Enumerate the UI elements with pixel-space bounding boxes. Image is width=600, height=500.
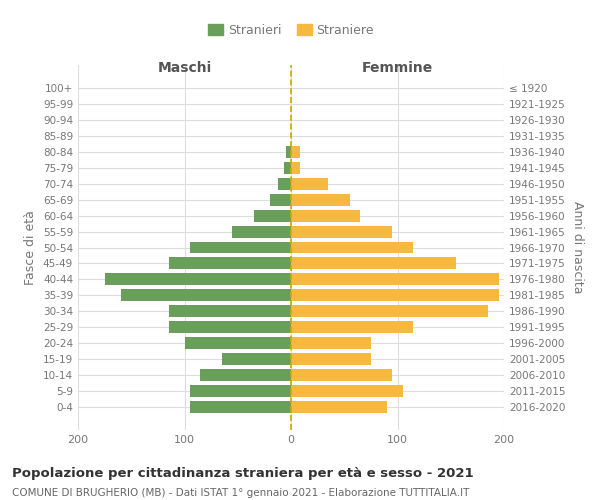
Bar: [291, 402, 387, 413]
Bar: [291, 322, 413, 334]
Bar: [291, 274, 499, 285]
Bar: [278, 178, 291, 190]
Bar: [291, 178, 328, 190]
Text: Femmine: Femmine: [362, 61, 433, 75]
Bar: [291, 242, 413, 254]
Bar: [190, 386, 291, 398]
Bar: [169, 322, 291, 334]
Bar: [291, 146, 299, 158]
Bar: [291, 258, 456, 270]
Bar: [291, 290, 499, 302]
Bar: [190, 242, 291, 254]
Bar: [254, 210, 291, 222]
Bar: [291, 194, 350, 205]
Y-axis label: Anni di nascita: Anni di nascita: [571, 201, 584, 294]
Bar: [284, 162, 291, 173]
Y-axis label: Fasce di età: Fasce di età: [25, 210, 37, 285]
Text: Maschi: Maschi: [157, 61, 212, 75]
Text: COMUNE DI BRUGHERIO (MB) - Dati ISTAT 1° gennaio 2021 - Elaborazione TUTTITALIA.: COMUNE DI BRUGHERIO (MB) - Dati ISTAT 1°…: [12, 488, 469, 498]
Bar: [291, 226, 392, 237]
Legend: Stranieri, Straniere: Stranieri, Straniere: [208, 24, 374, 37]
Bar: [121, 290, 291, 302]
Bar: [185, 338, 291, 349]
Bar: [286, 146, 291, 158]
Bar: [270, 194, 291, 205]
Bar: [291, 162, 299, 173]
Bar: [291, 386, 403, 398]
Bar: [291, 354, 371, 366]
Bar: [232, 226, 291, 237]
Bar: [169, 306, 291, 318]
Bar: [291, 338, 371, 349]
Bar: [169, 258, 291, 270]
Bar: [190, 402, 291, 413]
Bar: [104, 274, 291, 285]
Bar: [291, 210, 360, 222]
Bar: [291, 306, 488, 318]
Bar: [291, 370, 392, 382]
Bar: [200, 370, 291, 382]
Bar: [222, 354, 291, 366]
Text: Popolazione per cittadinanza straniera per età e sesso - 2021: Popolazione per cittadinanza straniera p…: [12, 468, 473, 480]
